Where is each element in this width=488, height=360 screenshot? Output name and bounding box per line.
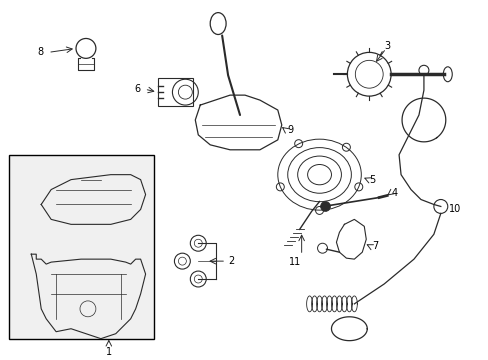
Text: 5: 5 [368,175,375,185]
Text: 3: 3 [384,41,389,51]
Text: 6: 6 [134,84,141,94]
Text: 1: 1 [105,347,112,357]
Text: 10: 10 [448,204,460,215]
Text: 7: 7 [371,241,378,251]
Text: 4: 4 [390,188,396,198]
Text: 11: 11 [288,257,300,267]
Text: 8: 8 [37,48,43,57]
Bar [9,155,153,339]
Text: 2: 2 [227,256,234,266]
Text: 9: 9 [287,125,293,135]
Bar [157,78,193,106]
Circle shape [320,202,330,211]
